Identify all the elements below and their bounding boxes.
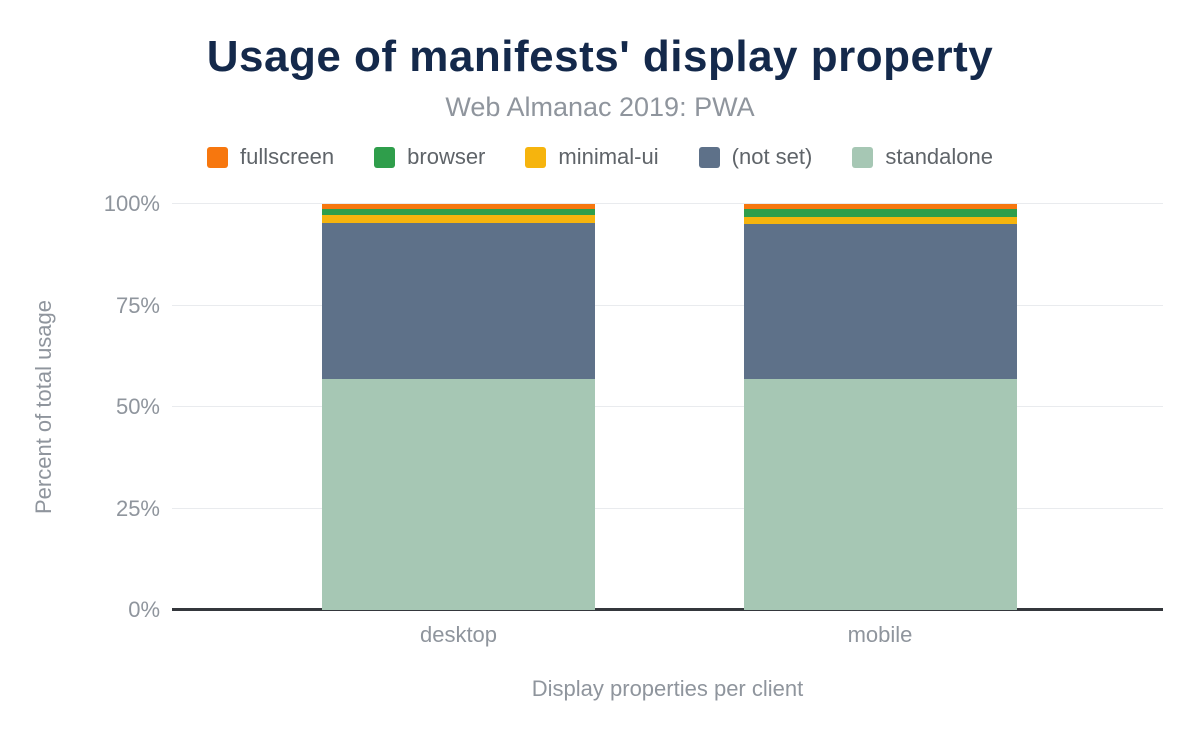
legend-swatch [206, 146, 228, 168]
x-tick-label-mobile: mobile [847, 622, 913, 647]
plot-area [172, 203, 1163, 611]
y-tick-label: 25% [115, 495, 160, 521]
bar-segment-desktop-notset[interactable] [322, 223, 595, 379]
gridline-100 [172, 203, 1163, 204]
y-tick-label: 0% [128, 597, 160, 622]
legend-label: fullscreen [239, 144, 335, 169]
legend-label: (not set) [731, 144, 813, 169]
gridline-50 [172, 406, 1163, 407]
gridline-25 [172, 507, 1163, 509]
bar-segment-mobile-notset[interactable] [743, 224, 1017, 379]
bar-mobile [743, 204, 1017, 610]
x-axis-line [172, 608, 1163, 611]
legend-item-browser[interactable]: browser [374, 144, 485, 170]
legend-label: browser [407, 144, 486, 169]
chart-title: Usage of manifests' display property [206, 32, 994, 81]
bar-segment-desktop-fullscreen[interactable] [322, 204, 595, 209]
legend-label: minimal-ui [558, 144, 659, 169]
legend-swatch [852, 146, 874, 168]
legend-item-minimal-ui[interactable]: minimal-ui [525, 144, 659, 170]
x-tick-label-desktop: desktop [419, 622, 498, 647]
bar-desktop [322, 204, 595, 610]
chart-subtitle: Web Almanac 2019: PWA [445, 92, 755, 122]
legend-item-notset[interactable]: (not set) [698, 144, 813, 170]
y-tick-label: 100% [103, 191, 160, 216]
legend-swatch [698, 146, 720, 168]
bar-segment-desktop-minimal-ui[interactable] [322, 215, 595, 224]
bar-segment-mobile-browser[interactable] [743, 209, 1017, 218]
legend-swatch [374, 146, 396, 168]
bar-segment-desktop-browser[interactable] [322, 208, 595, 215]
gridline-75 [172, 304, 1163, 306]
legend-item-standalone[interactable]: standalone [852, 144, 993, 170]
legend-item-fullscreen[interactable]: fullscreen [206, 144, 335, 170]
y-tick-label: 50% [115, 394, 160, 419]
bar-segment-mobile-fullscreen[interactable] [743, 204, 1017, 210]
legend-swatch [525, 146, 547, 168]
legend-label: standalone [885, 144, 993, 169]
legend: fullscreen browser minimal-ui (not set) stan… [0, 144, 1200, 170]
y-tick-label: 75% [115, 292, 160, 318]
bar-segment-desktop-standalone[interactable] [322, 378, 595, 610]
x-axis-title: Display properties per client [531, 676, 804, 701]
bar-segment-mobile-minimal-ui[interactable] [743, 217, 1017, 225]
bar-segment-mobile-standalone[interactable] [743, 378, 1017, 610]
